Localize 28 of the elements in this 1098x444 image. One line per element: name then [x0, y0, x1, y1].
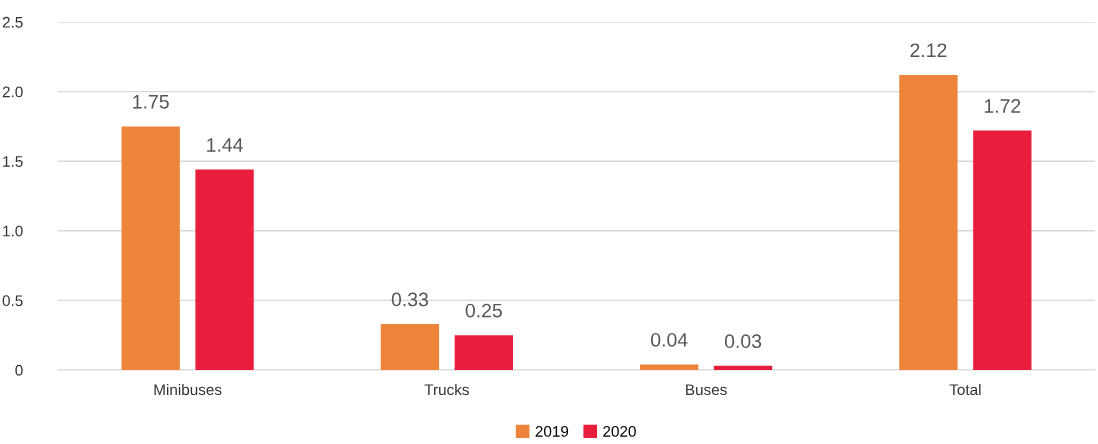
y-tick-label: 2.5 [2, 16, 23, 28]
bar [380, 324, 440, 370]
data-label: 0.03 [724, 334, 762, 349]
bar [899, 74, 958, 370]
bar [640, 364, 699, 370]
x-tick-label: Minibuses [154, 383, 222, 396]
bar [195, 169, 254, 370]
y-tick-label: 0 [15, 364, 23, 376]
bar [121, 126, 180, 370]
y-tick-label: 1.5 [3, 156, 23, 167]
data-label: 0.33 [391, 292, 428, 307]
legend-label: 2020 [603, 425, 636, 437]
x-tick-label: Total [949, 383, 981, 396]
data-label: 2.12 [910, 43, 947, 57]
y-tick-label: 1.0 [3, 225, 23, 237]
legend-label: 2019 [535, 425, 569, 437]
data-label: 1.44 [207, 138, 243, 152]
bar [454, 335, 513, 370]
bar [973, 130, 1032, 370]
y-tick-label: 0.5 [2, 295, 23, 307]
data-label: 1.75 [133, 95, 169, 109]
x-tick-label: Buses [686, 384, 727, 396]
data-label: 1.72 [984, 99, 1021, 113]
bar [713, 365, 773, 370]
data-label: 0.04 [651, 332, 688, 347]
x-tick-label: Trucks [424, 383, 469, 396]
y-tick-label: 2.0 [2, 86, 23, 98]
data-label: 0.25 [465, 303, 502, 318]
